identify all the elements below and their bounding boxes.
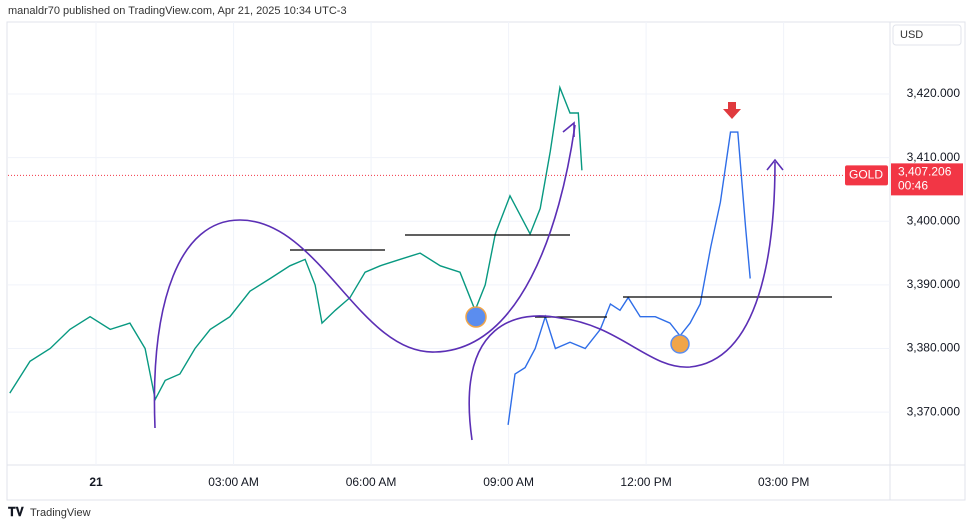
price-box	[891, 163, 963, 196]
symbol-label: GOLD	[849, 168, 883, 182]
level-line	[290, 234, 832, 318]
x-tick-label: 12:00 PM	[620, 475, 671, 489]
y-tick-label: 3,410.000	[907, 150, 961, 164]
marker	[670, 334, 690, 354]
y-tick-label: 3,380.000	[907, 341, 961, 355]
logo-mark: 𝐓𝐕	[8, 505, 25, 519]
header: manaldr70 published on TradingView.com, …	[8, 5, 347, 17]
curve-arrow	[766, 158, 784, 171]
countdown: 00:46	[898, 179, 928, 193]
x-tick-label: 09:00 AM	[483, 475, 534, 489]
drawings	[153, 121, 832, 441]
x-tick-label: 03:00 AM	[208, 475, 259, 489]
x-tick-label: 03:00 PM	[758, 475, 809, 489]
currency: USD	[900, 29, 923, 41]
curve	[153, 124, 576, 429]
marker	[465, 306, 487, 328]
y-tick-label: 3,390.000	[907, 277, 961, 291]
y-tick-label: 3,420.000	[907, 86, 961, 100]
price-line	[9, 84, 583, 402]
price-line	[507, 131, 751, 425]
down-arrow	[723, 102, 741, 119]
last-price-label: 3,407.206	[898, 165, 952, 179]
symbol-box	[845, 165, 888, 186]
x-tick-label: 06:00 AM	[346, 475, 397, 489]
curve	[468, 161, 776, 441]
x-tick-label: 21	[89, 475, 103, 489]
curve-arrow	[562, 121, 575, 137]
footer: TradingView	[30, 507, 91, 519]
currency-box	[892, 24, 962, 46]
frame	[6, 21, 966, 501]
y-tick-label: 3,400.000	[907, 213, 961, 227]
y-tick-label: 3,370.000	[907, 404, 961, 418]
